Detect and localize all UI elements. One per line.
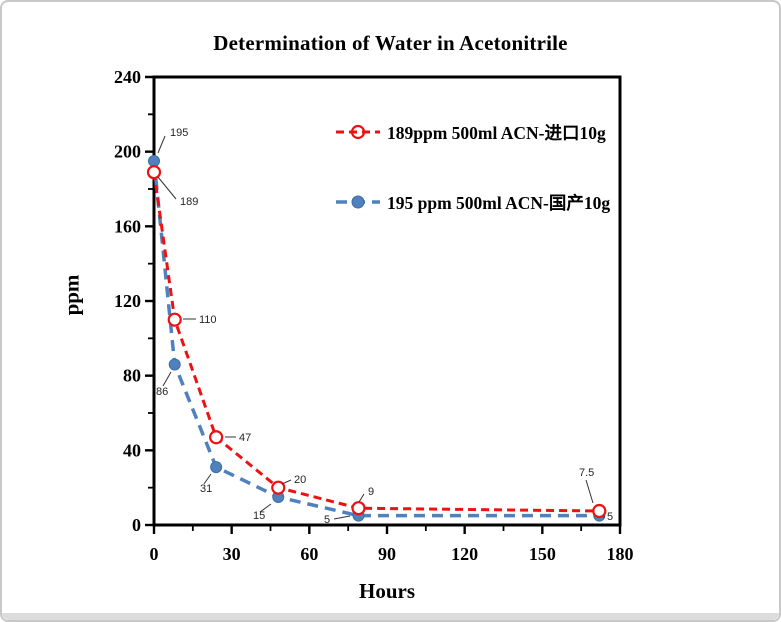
- data-point-marker: [167, 312, 182, 327]
- red-dashed-open-circle-icon: [336, 124, 380, 140]
- card-bottom-strip: [2, 613, 779, 620]
- y-tick-label: 0: [132, 515, 141, 535]
- data-point-marker: [351, 501, 366, 516]
- y-tick-label: 240: [114, 67, 141, 87]
- x-tick-label: 150: [529, 544, 556, 564]
- data-point-label: 20: [294, 474, 306, 486]
- series-line-1: [152, 160, 600, 518]
- legend-item-imported: 189ppm 500ml ACN-进口10g: [335, 119, 610, 145]
- data-point-label: 110: [199, 314, 217, 326]
- legend-item-domestic: 195 ppm 500ml ACN-国产10g: [335, 189, 610, 215]
- x-axis-title: Hours: [358, 579, 415, 603]
- data-point-label: 195: [170, 127, 188, 139]
- data-point-label: 86: [156, 386, 168, 398]
- chart-title: Determination of Water in Acetonitrile: [213, 31, 568, 55]
- blue-dashed-filled-circle-icon: [336, 195, 380, 209]
- x-tick-label: 0: [150, 544, 159, 564]
- data-label-leader: [281, 479, 292, 485]
- data-point-marker: [146, 165, 162, 180]
- y-tick-label: 40: [123, 440, 141, 460]
- data-point-marker: [592, 503, 607, 519]
- y-tick-label: 80: [123, 366, 141, 386]
- legend: 189ppm 500ml ACN-进口10g 195 ppm 500ml ACN…: [335, 119, 610, 215]
- legend-label-imported: 189ppm 500ml ACN-进口10g: [387, 122, 606, 143]
- data-point-label: 31: [200, 483, 212, 495]
- x-tick-label: 120: [451, 544, 478, 564]
- data-label-leader: [203, 473, 212, 485]
- x-tick-label: 180: [607, 544, 634, 564]
- data-label-leader: [162, 371, 172, 387]
- data-point-marker: [271, 480, 286, 495]
- data-label-leader: [333, 515, 351, 520]
- data-point-marker: [210, 461, 223, 474]
- plot-frame: [152, 75, 622, 527]
- x-tick-label: 90: [378, 544, 396, 564]
- y-tick-label: 200: [114, 142, 141, 162]
- data-point-label: 47: [239, 432, 251, 444]
- data-label-leader: [157, 135, 166, 154]
- data-point-label: 7.5: [579, 467, 594, 479]
- data-label-leader: [585, 479, 594, 504]
- data-point-label: 5: [607, 511, 613, 523]
- data-point-marker: [148, 155, 160, 167]
- x-tick-label: 60: [300, 544, 318, 564]
- data-point-label: 5: [324, 514, 330, 526]
- y-tick-label: 160: [114, 216, 141, 236]
- legend-label-domestic: 195 ppm 500ml ACN-国产10g: [387, 192, 611, 213]
- data-label-leader: [358, 493, 365, 503]
- data-point-marker: [168, 358, 181, 371]
- data-point-label: 189: [180, 196, 198, 208]
- data-point-marker: [209, 430, 224, 445]
- series-line-0: [152, 171, 600, 513]
- data-point-label: 15: [253, 510, 265, 522]
- x-tick-label: 30: [223, 544, 241, 564]
- y-tick-label: 120: [114, 291, 141, 311]
- data-point-label: 9: [368, 486, 374, 498]
- data-label-leader: [157, 176, 177, 200]
- data-label-leader: [259, 503, 272, 513]
